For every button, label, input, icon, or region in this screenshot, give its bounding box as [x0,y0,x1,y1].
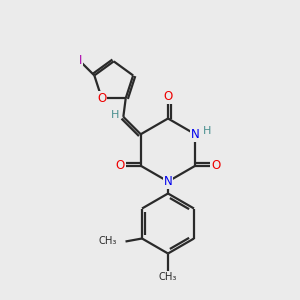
Text: O: O [97,92,106,105]
Text: O: O [164,90,172,104]
Text: CH₃: CH₃ [99,236,117,247]
Text: N: N [191,128,200,141]
Text: O: O [211,159,220,172]
Text: CH₃: CH₃ [159,272,177,282]
Text: I: I [79,54,82,67]
Text: N: N [164,175,172,188]
Text: H: H [111,110,119,120]
Text: O: O [116,159,125,172]
Text: H: H [202,126,211,136]
